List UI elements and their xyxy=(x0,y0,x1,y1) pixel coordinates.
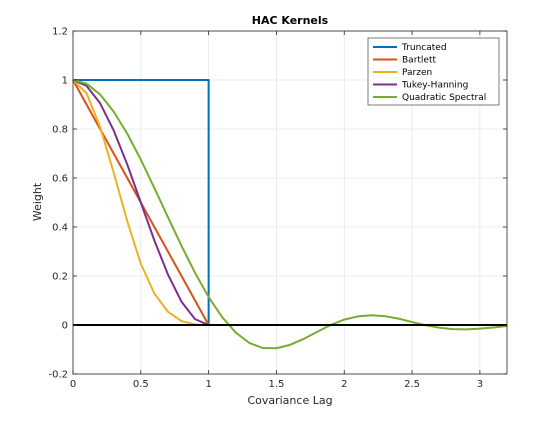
x-tick-label: 0 xyxy=(70,379,76,390)
tick-layer: 0 0.5 1 1.5 2 2.5 3-0.200.20.40.60.811.2 xyxy=(48,27,507,390)
x-tick-label: 3 xyxy=(477,379,483,390)
x-tick-label: 1.5 xyxy=(268,379,284,390)
x-tick-label: 1 xyxy=(205,379,211,390)
y-tick-label: 0 xyxy=(62,321,68,332)
legend-label-tukey-hanning: Tukey-Hanning xyxy=(401,81,468,91)
legend-label-quadratic-spectral: Quadratic Spectral xyxy=(402,93,486,103)
series-line-bartlett xyxy=(72,79,507,326)
x-tick-label: 0.5 xyxy=(133,379,149,390)
plot-frame xyxy=(72,30,508,375)
y-tick-label: 1 xyxy=(62,76,68,87)
series-line-quadratic-spectral xyxy=(72,79,508,350)
legend-label-parzen: Parzen xyxy=(402,68,432,78)
y-axis-title: Weight xyxy=(31,182,44,221)
legend-label-truncated: Truncated xyxy=(401,43,447,53)
legend-label-bartlett: Bartlett xyxy=(402,56,436,66)
y-tick-label: 0.2 xyxy=(52,272,68,283)
y-tick-label: 0.8 xyxy=(52,125,68,136)
x-tick-label: 2 xyxy=(341,379,347,390)
x-tick-label: 2.5 xyxy=(404,379,420,390)
legend: Truncated Bartlett Parzen Tukey-Hanning Quad… xyxy=(367,37,500,106)
y-tick-label: 0.4 xyxy=(52,223,68,234)
y-tick-label: 0.6 xyxy=(52,174,68,185)
series-layer xyxy=(72,79,508,350)
series-line-tukey-hanning xyxy=(72,79,507,326)
x-axis-title: Covariance Lag xyxy=(247,394,332,407)
y-tick-label: -0.2 xyxy=(48,370,68,381)
y-tick-label: 1.2 xyxy=(52,27,68,38)
chart-title: HAC Kernels xyxy=(252,14,329,27)
